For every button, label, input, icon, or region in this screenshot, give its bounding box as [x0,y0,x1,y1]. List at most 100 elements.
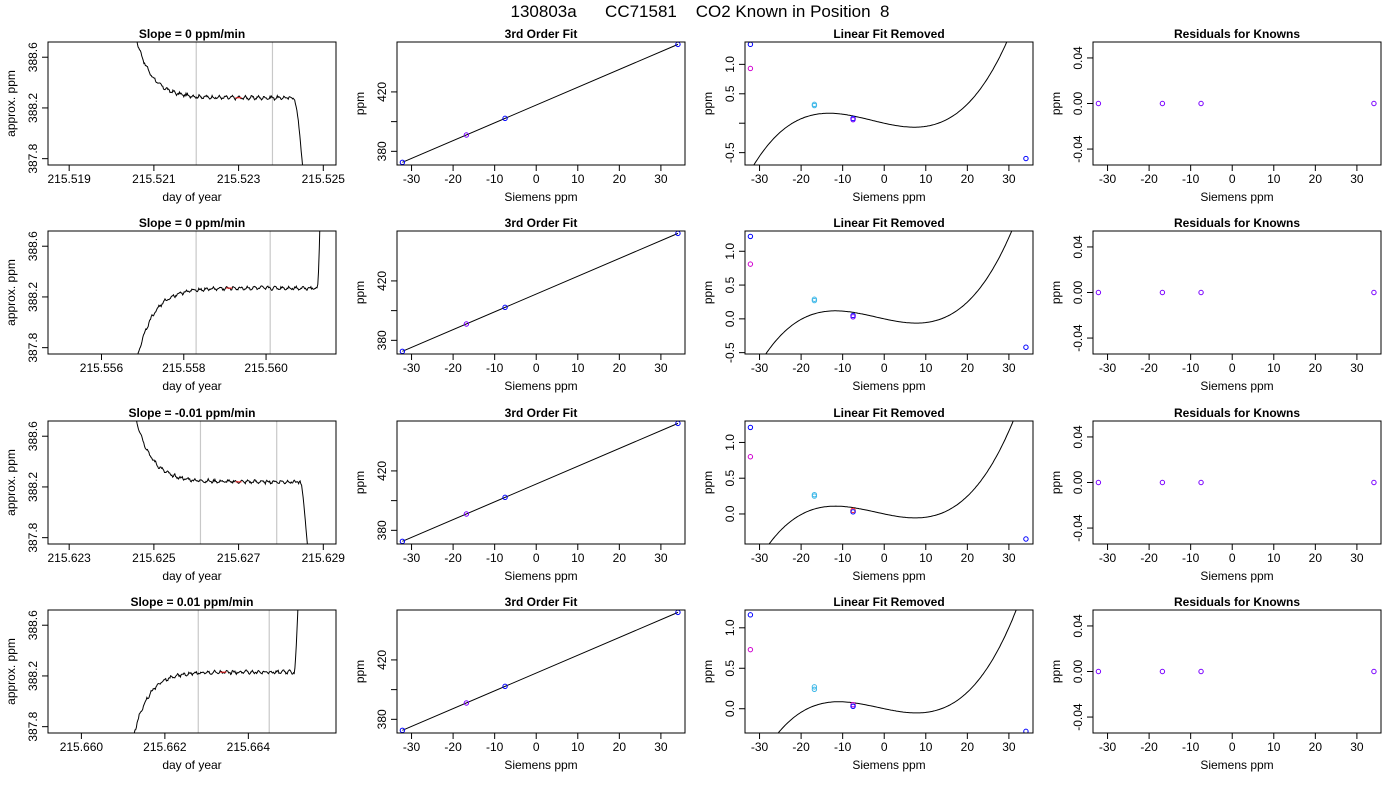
y-axis-label: ppm [701,281,715,304]
x-axis-label: Siemens ppm [1200,569,1273,583]
data-point [1023,155,1029,162]
y-axis-label: ppm [701,660,715,683]
x-tick-label: -30 [1099,172,1117,186]
x-tick-label: 10 [1267,172,1281,186]
y-tick-label: 380 [375,141,389,161]
y-axis-label: ppm [1049,660,1063,683]
y-tick-label: 0.0 [723,700,737,717]
panel-title: Residuals for Knowns [1174,216,1300,230]
y-tick-label: 420 [375,82,389,102]
x-tick-label: 215.660 [60,740,104,754]
x-tick-label: -10 [486,551,504,565]
y-tick-label: 0.0 [723,505,737,522]
panel-3-3: Residuals for Knowns -30 -20 -10 0 10 20 30 -0.0… [1049,595,1382,772]
co2-trace-line [133,610,299,733]
x-tick-label: 0 [533,361,540,375]
x-tick-label: 10 [919,740,933,754]
x-tick-label: -20 [444,740,462,754]
y-tick-label: 1.0 [723,619,737,636]
x-tick-label: -30 [403,551,421,565]
data-point [747,42,754,48]
x-tick-label: 0 [881,172,888,186]
x-axis-label: day of year [162,569,221,583]
data-point [811,684,818,690]
x-tick-label: -10 [486,172,504,186]
data-point [1095,668,1102,675]
x-tick-label: 215.627 [217,551,261,565]
x-tick-label: 30 [1002,361,1016,375]
y-tick-label: 0.00 [1071,91,1085,115]
x-tick-label: 20 [961,172,975,186]
x-tick-label: -10 [1182,361,1200,375]
panel-0-1: 3rd Order Fit -30 -20 -10 0 10 20 30 380 420 Sieme… [353,27,686,204]
panel-1-2: Linear Fit Removed -30 -20 -10 0 10 20 30 -0.5 0.… [701,216,1034,393]
panel-0-2: Linear Fit Removed -30 -20 -10 0 10 20 30 -0.5 0.… [701,27,1034,204]
data-point [747,454,754,460]
data-point [675,421,681,427]
y-axis-label: approx. ppm [4,638,18,705]
plot-frame [744,41,1034,166]
y-tick-label: 0.5 [723,276,737,293]
x-tick-label: 10 [1267,361,1281,375]
data-point [747,612,754,618]
y-tick-label: 0.5 [723,470,737,487]
x-axis-label: day of year [162,379,221,393]
y-tick-label: 388.2 [26,93,40,123]
x-axis-label: Siemens ppm [852,569,925,583]
y-tick-label: 388.6 [26,42,40,72]
panel-data [1095,289,1377,296]
x-tick-label: -10 [1182,740,1200,754]
plot-frame [396,609,686,734]
x-tick-label: 0 [881,551,888,565]
data-point [1095,289,1102,296]
data-point [811,491,818,498]
x-tick-label: -30 [403,361,421,375]
x-tick-label: 10 [571,740,585,754]
y-tick-label: 387.8 [26,143,40,173]
data-point [811,101,818,108]
panel-title: 3rd Order Fit [505,595,578,609]
y-tick-label: 0.00 [1071,470,1085,494]
y-tick-label: 0.5 [723,85,737,102]
y-tick-label: 0.00 [1071,280,1085,304]
y-tick-label: 387.8 [26,522,40,552]
data-point [1371,479,1377,486]
panel-data [137,231,321,354]
y-tick-label: 380 [375,709,389,729]
x-axis-label: Siemens ppm [852,758,925,772]
y-tick-label: 388.2 [26,472,40,502]
x-tick-label: -30 [751,551,769,565]
x-tick-label: 20 [1309,551,1323,565]
panel-data [1095,668,1377,675]
x-axis-label: Siemens ppm [1200,190,1273,204]
x-tick-label: 20 [961,551,975,565]
panel-2-0: Slope = -0.01 ppm/min 215.623 215.625 215.6… [4,406,345,583]
x-tick-label: 215.664 [227,740,271,754]
x-axis-label: Siemens ppm [1200,758,1273,772]
plot-frame [1092,609,1382,734]
data-point [850,314,856,320]
x-tick-label: 0 [1229,740,1236,754]
data-point [1198,479,1204,486]
x-tick-label: -20 [792,361,810,375]
x-tick-label: 215.556 [80,361,124,375]
panel-3-2: Linear Fit Removed -30 -20 -10 0 10 20 30 0.0 0.5… [701,595,1034,772]
x-tick-label: -20 [1140,551,1158,565]
fit-line [402,422,679,542]
x-axis-label: day of year [162,758,221,772]
y-tick-label: 0.04 [1071,46,1085,70]
plot-frame [744,609,1034,734]
cubic-curve [777,610,1017,733]
panel-0-3: Residuals for Knowns -30 -20 -10 0 10 20 30 -0.0… [1049,27,1382,204]
plot-frame [47,230,337,355]
panel-0-0: Slope = 0 ppm/min 215.519 215.521 215.523 21… [4,27,346,204]
x-tick-label: 10 [919,361,933,375]
x-tick-label: 215.525 [302,172,346,186]
y-tick-label: 0.0 [723,310,737,327]
panel-1-1: 3rd Order Fit -30 -20 -10 0 10 20 30 380 420 Sieme… [353,216,686,393]
x-tick-label: 20 [1309,172,1323,186]
panel-data [1095,479,1377,486]
panel-data [136,42,304,165]
y-tick-label: 420 [375,271,389,291]
y-tick-label: 388.6 [26,610,40,640]
